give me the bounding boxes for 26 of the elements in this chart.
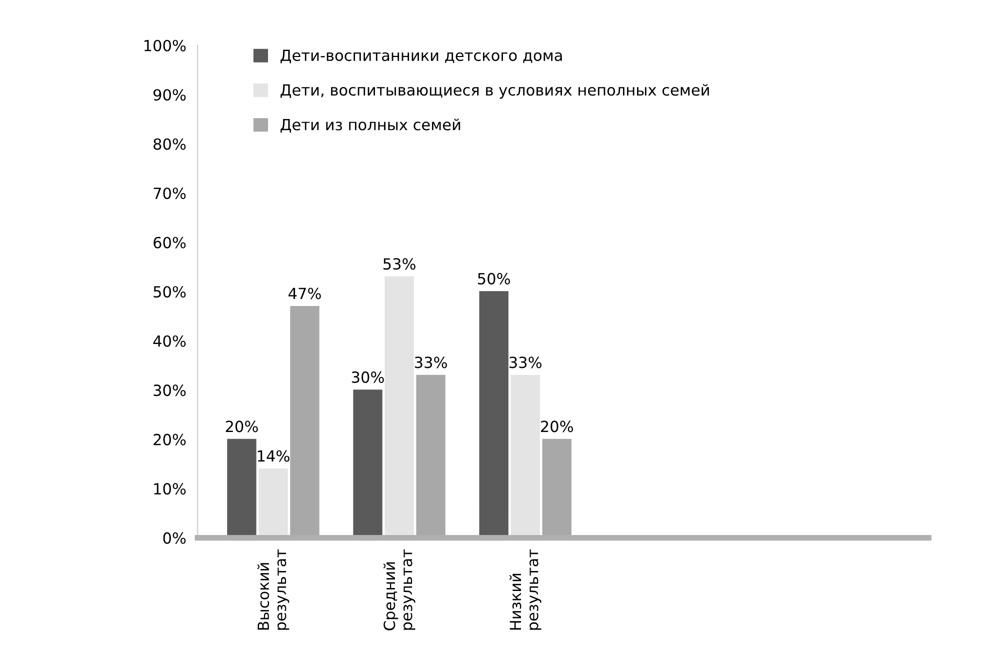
y-tick-label: 40%: [153, 335, 186, 347]
data-label: 33%: [414, 356, 447, 368]
y-tick-label: 90%: [153, 89, 186, 101]
y-tick-label: 80%: [154, 138, 186, 150]
y-tick-label: 70%: [154, 188, 186, 200]
legend-label: Дети, воспитывающиеся в условиях неполных семей: [280, 84, 709, 99]
data-label: 20%: [226, 420, 258, 432]
x-tick-label: Низкий результат: [509, 549, 542, 630]
data-label: 30%: [352, 371, 384, 383]
data-label: 50%: [478, 272, 510, 284]
data-label: 47%: [288, 288, 321, 300]
data-label: 53%: [383, 258, 416, 270]
data-label: 14%: [258, 450, 290, 462]
data-label: 20%: [541, 420, 573, 432]
legend-label: Дети из полных семей: [280, 118, 460, 133]
y-tick-label: 20%: [154, 434, 186, 446]
y-tick-label: 100%: [144, 40, 186, 52]
x-tick-label: Высокий результат: [257, 549, 290, 630]
x-tick-label: Средний результат: [383, 549, 416, 630]
y-tick-label: 30%: [154, 384, 186, 396]
y-tick-label: 60%: [154, 236, 186, 248]
data-label: 33%: [510, 356, 542, 368]
y-tick-label: 10%: [154, 483, 186, 495]
y-tick-label: 0%: [163, 532, 186, 544]
legend-label: Дети-воспитанники детского дома: [280, 50, 562, 64]
y-tick-label: 50%: [154, 286, 186, 298]
